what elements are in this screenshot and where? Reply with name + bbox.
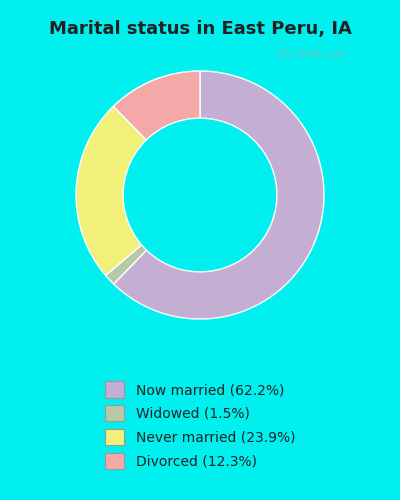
Text: Marital status in East Peru, IA: Marital status in East Peru, IA (48, 20, 352, 38)
Wedge shape (76, 106, 146, 276)
Text: City-Data.com: City-Data.com (276, 50, 346, 59)
Wedge shape (106, 245, 146, 284)
Legend: Now married (62.2%), Widowed (1.5%), Never married (23.9%), Divorced (12.3%): Now married (62.2%), Widowed (1.5%), Nev… (98, 374, 302, 476)
Wedge shape (113, 71, 200, 140)
Wedge shape (114, 71, 324, 319)
